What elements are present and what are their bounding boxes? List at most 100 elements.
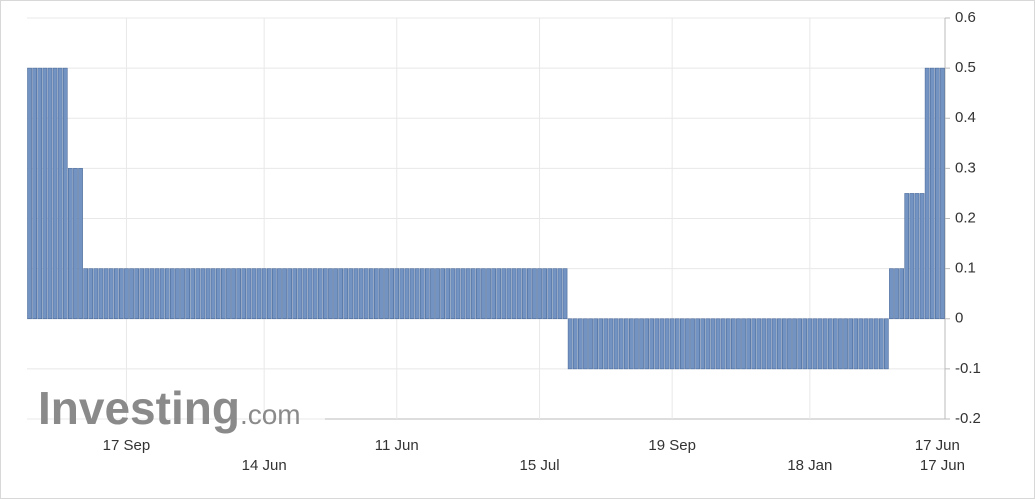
bar — [57, 67, 63, 320]
bar — [838, 318, 843, 370]
bar — [93, 268, 99, 320]
bar — [180, 268, 185, 320]
bar — [547, 268, 553, 320]
bar — [312, 268, 318, 320]
bar — [47, 67, 53, 320]
x-tick-label: 19 Sep — [648, 437, 696, 454]
bar — [124, 268, 129, 320]
bar — [430, 268, 435, 320]
bar — [425, 268, 430, 320]
bar — [532, 268, 537, 320]
bar — [746, 318, 751, 370]
bar — [649, 318, 655, 370]
bar — [287, 268, 292, 320]
bar — [470, 268, 476, 320]
bar — [680, 318, 685, 370]
bar — [496, 268, 502, 320]
bar — [741, 318, 746, 370]
bar — [527, 268, 532, 320]
bar — [68, 168, 73, 320]
bar — [521, 268, 527, 320]
bar — [557, 268, 563, 320]
bar — [419, 268, 425, 320]
bar — [292, 268, 298, 320]
bar — [363, 268, 369, 320]
watermark-suffix: .com — [240, 399, 301, 430]
x-tick-label: 11 Jun — [375, 437, 419, 454]
watermark-main: Investing — [38, 382, 240, 434]
bar — [134, 268, 139, 320]
bar — [277, 268, 282, 320]
bar — [899, 268, 904, 320]
bar — [807, 318, 813, 370]
bar — [761, 318, 767, 370]
bar — [231, 268, 236, 320]
bar — [919, 193, 925, 320]
bar — [685, 318, 690, 370]
bar — [333, 268, 338, 320]
y-tick-label: 0.6 — [955, 9, 976, 26]
bar — [542, 268, 547, 320]
bar — [669, 318, 675, 370]
bar — [103, 268, 109, 320]
bar — [756, 318, 762, 370]
bar — [73, 168, 78, 320]
bar — [618, 318, 624, 370]
bar — [251, 268, 257, 320]
bar — [328, 268, 333, 320]
bar — [129, 268, 134, 320]
bar — [108, 268, 114, 320]
bar — [348, 268, 354, 320]
bar — [792, 318, 797, 370]
bar — [62, 67, 68, 320]
bar — [843, 318, 848, 370]
bar — [302, 268, 308, 320]
bar — [399, 268, 405, 320]
y-tick-label: 0 — [955, 310, 963, 327]
bar — [175, 268, 180, 320]
bar — [226, 268, 231, 320]
bar — [37, 67, 43, 320]
bar — [644, 318, 649, 370]
bars — [27, 67, 945, 370]
bar — [307, 268, 313, 320]
bar — [603, 318, 609, 370]
bar — [827, 318, 833, 370]
bar — [690, 318, 695, 370]
bar — [853, 318, 859, 370]
bar — [572, 318, 578, 370]
bar — [506, 268, 512, 320]
y-tick-label: 0.3 — [955, 159, 976, 176]
bar — [884, 318, 889, 370]
y-tick-label: 0.2 — [955, 209, 976, 226]
bar — [317, 268, 323, 320]
bar — [200, 268, 206, 320]
bar — [210, 268, 216, 320]
bar — [374, 268, 379, 320]
bar — [445, 268, 451, 320]
bar — [98, 268, 104, 320]
bar — [904, 193, 910, 320]
bar — [221, 268, 226, 320]
bar — [516, 268, 522, 320]
bar — [389, 268, 394, 320]
bar — [343, 268, 349, 320]
bar — [32, 67, 37, 320]
watermark: Investing.com — [38, 382, 301, 434]
bar — [710, 318, 716, 370]
bar — [88, 268, 94, 320]
bar — [154, 268, 160, 320]
bar — [435, 268, 440, 320]
bar — [409, 268, 415, 320]
y-tick-label: -0.2 — [955, 410, 981, 427]
x-tick-label: 18 Jan — [787, 457, 832, 474]
bar — [929, 67, 935, 320]
bar — [766, 318, 772, 370]
bar — [578, 318, 583, 370]
bar — [588, 318, 593, 370]
bar — [914, 193, 920, 320]
bar — [878, 318, 884, 370]
bar — [593, 318, 598, 370]
bar — [481, 268, 486, 320]
